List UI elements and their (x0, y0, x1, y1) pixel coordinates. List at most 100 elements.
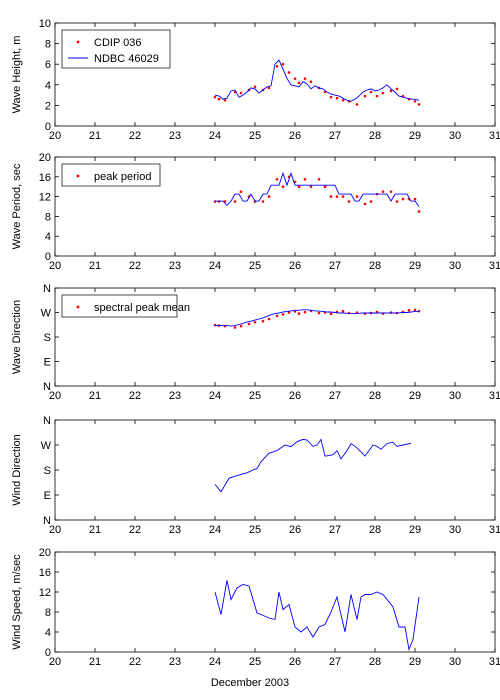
y-tick-label: 20 (39, 547, 51, 559)
y-tick-label: 10 (39, 18, 51, 30)
panel-5: 20 21 22 23 24 25 26 27 28 29 30 31 0 4 8 12 16 20 Wind Sp… (11, 547, 500, 668)
x-tick-label: 20 (49, 656, 61, 668)
x-tick-label: 23 (169, 390, 181, 402)
x-tick-label: 28 (369, 130, 381, 142)
legend-swatch (76, 305, 80, 309)
y-axis-label: Wind Speed, m/sec (11, 554, 23, 650)
x-tick-label: 29 (409, 524, 421, 536)
y-tick-label: 2 (45, 100, 51, 112)
y-tick-label: W (41, 308, 52, 320)
data-point (275, 64, 279, 68)
y-tick-label: S (44, 465, 51, 477)
x-tick-label: 22 (129, 524, 141, 536)
data-point (389, 89, 393, 93)
x-tick-label: 25 (249, 656, 261, 668)
data-point (381, 91, 385, 95)
x-tick-label: 28 (369, 524, 381, 536)
data-point (317, 177, 321, 181)
y-axis-label: Wind Direction (11, 434, 23, 506)
y-tick-label: 8 (45, 607, 51, 619)
data-point (303, 77, 307, 80)
x-tick-label: 29 (409, 260, 421, 272)
x-tick-label: 30 (449, 524, 461, 536)
x-tick-label: 24 (209, 524, 221, 536)
data-point (329, 95, 333, 99)
data-point (417, 103, 421, 106)
legend-label: spectral peak mean (94, 302, 190, 314)
x-tick-label: 28 (369, 656, 381, 668)
y-tick-label: 8 (45, 211, 51, 223)
data-point (239, 324, 243, 328)
data-point (297, 312, 301, 315)
y-tick-label: 4 (45, 80, 51, 92)
plot-area (54, 551, 496, 653)
x-tick-label: 22 (129, 130, 141, 142)
data-point (413, 99, 417, 103)
data-point (239, 190, 243, 193)
data-point (363, 94, 367, 98)
y-axis-label: Wave Direction (11, 300, 23, 374)
y-tick-label: W (41, 440, 52, 452)
x-tick-label: 23 (169, 656, 181, 668)
x-tick-label: 26 (289, 130, 301, 142)
y-tick-label: 16 (39, 567, 51, 579)
x-tick-label: 21 (89, 260, 101, 272)
y-tick-label: N (43, 283, 51, 295)
series-line (214, 438, 412, 493)
y-tick-label: 12 (39, 192, 51, 204)
data-point (217, 97, 221, 101)
data-point (347, 200, 351, 203)
data-point (297, 185, 301, 188)
y-tick-label: 12 (39, 587, 51, 599)
data-point (407, 309, 411, 312)
data-point (267, 317, 271, 321)
series-line (214, 59, 420, 102)
legend-box (61, 29, 171, 69)
x-tick-label: 25 (249, 390, 261, 402)
x-tick-label: 31 (489, 524, 500, 536)
data-point (323, 185, 327, 188)
x-tick-label: 28 (369, 390, 381, 402)
y-tick-label: 0 (45, 647, 51, 659)
series-line (215, 309, 419, 327)
data-point (267, 86, 271, 90)
data-point (223, 98, 227, 102)
data-point (309, 185, 313, 188)
data-point (335, 96, 339, 100)
data-point (303, 310, 307, 314)
panel-2: 20 21 22 23 24 25 26 27 28 29 30 31 0 4 8 12 16 20 Wave Pe… (11, 152, 500, 272)
x-tick-label: 20 (49, 524, 61, 536)
x-tick-label: 26 (289, 524, 301, 536)
data-point (287, 71, 291, 74)
data-point (275, 177, 279, 181)
data-point (267, 195, 271, 198)
data-point (395, 200, 399, 203)
data-point (369, 200, 373, 203)
data-point (401, 197, 405, 201)
x-tick-label: 23 (169, 130, 181, 142)
legend-swatch (76, 40, 80, 44)
x-tick-label: 25 (249, 524, 261, 536)
data-point (297, 81, 301, 85)
data-point (309, 80, 313, 84)
data-point (281, 185, 285, 188)
x-tick-label: 30 (449, 130, 461, 142)
x-tick-label: 22 (129, 656, 141, 668)
data-point (355, 103, 359, 106)
data-point (395, 87, 399, 91)
data-point (417, 210, 421, 213)
series-line (214, 580, 420, 652)
data-point (335, 195, 339, 198)
x-tick-label: 31 (489, 656, 500, 668)
y-axis-label: Wave Height, m (11, 36, 23, 114)
legend-swatch (76, 174, 80, 178)
x-tick-label: 21 (89, 656, 101, 668)
legend-box (61, 163, 161, 187)
x-tick-label: 31 (489, 260, 500, 272)
data-point (355, 195, 359, 198)
data-point (281, 62, 285, 66)
y-tick-label: 8 (45, 39, 51, 51)
